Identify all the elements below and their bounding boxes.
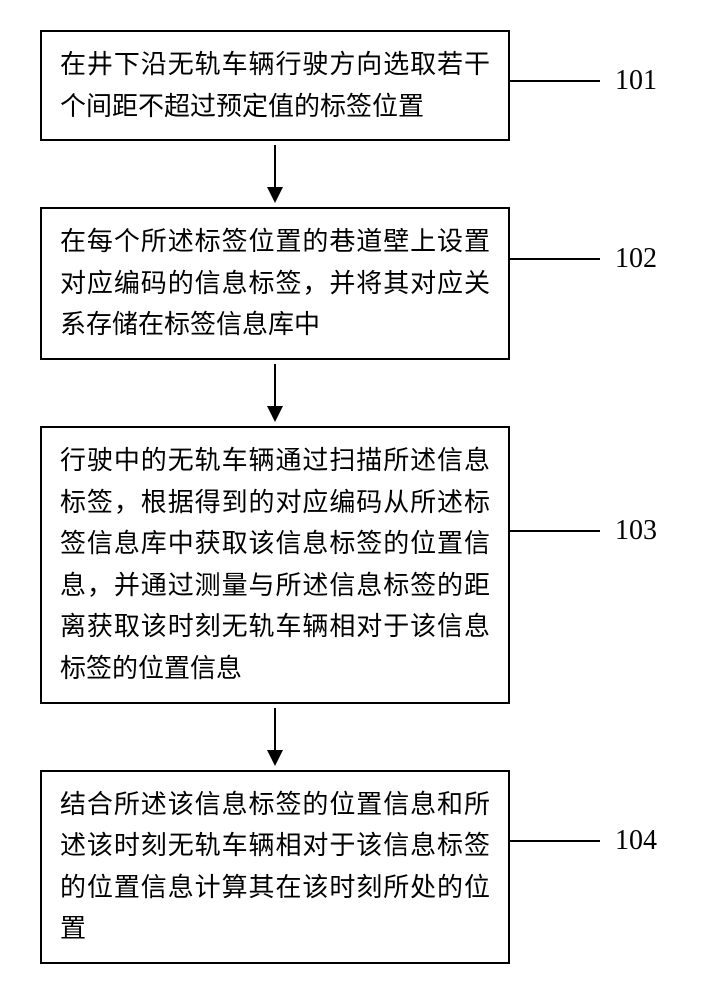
flow-label-step2: 102 (615, 243, 657, 275)
arrow-1 (40, 141, 510, 207)
flow-text-step3: 行驶中的无轨车辆通过扫描所述信息标签，根据得到的对应编码从所述标签信息库中获取该… (60, 440, 490, 690)
flowchart-container: 在井下沿无轨车辆行驶方向选取若干个间距不超过预定值的标签位置 101 在每个所述… (40, 30, 680, 964)
arrow-down-icon (260, 708, 290, 766)
flow-text-step4: 结合所述该信息标签的位置信息和所述该时刻无轨车辆相对于该信息标签的位置信息计算其… (60, 784, 490, 950)
flow-box-step2: 在每个所述标签位置的巷道壁上设置对应编码的信息标签，并将其对应关系存储在标签信息… (40, 207, 510, 360)
flow-box-step3: 行驶中的无轨车辆通过扫描所述信息标签，根据得到的对应编码从所述标签信息库中获取该… (40, 426, 510, 704)
flow-label-step4: 104 (615, 825, 657, 857)
connector-1 (510, 80, 600, 82)
connector-3 (510, 530, 600, 532)
connector-4 (510, 840, 600, 842)
flow-text-step1: 在井下沿无轨车辆行驶方向选取若干个间距不超过预定值的标签位置 (60, 44, 490, 127)
flow-label-step1: 101 (615, 65, 657, 97)
arrow-down-icon (260, 145, 290, 203)
flow-label-step3: 103 (615, 515, 657, 547)
flow-box-step1: 在井下沿无轨车辆行驶方向选取若干个间距不超过预定值的标签位置 (40, 30, 510, 141)
arrow-2 (40, 360, 510, 426)
connector-2 (510, 258, 600, 260)
arrow-3 (40, 704, 510, 770)
flow-box-step4: 结合所述该信息标签的位置信息和所述该时刻无轨车辆相对于该信息标签的位置信息计算其… (40, 770, 510, 964)
arrow-down-icon (260, 364, 290, 422)
flow-text-step2: 在每个所述标签位置的巷道壁上设置对应编码的信息标签，并将其对应关系存储在标签信息… (60, 221, 490, 346)
